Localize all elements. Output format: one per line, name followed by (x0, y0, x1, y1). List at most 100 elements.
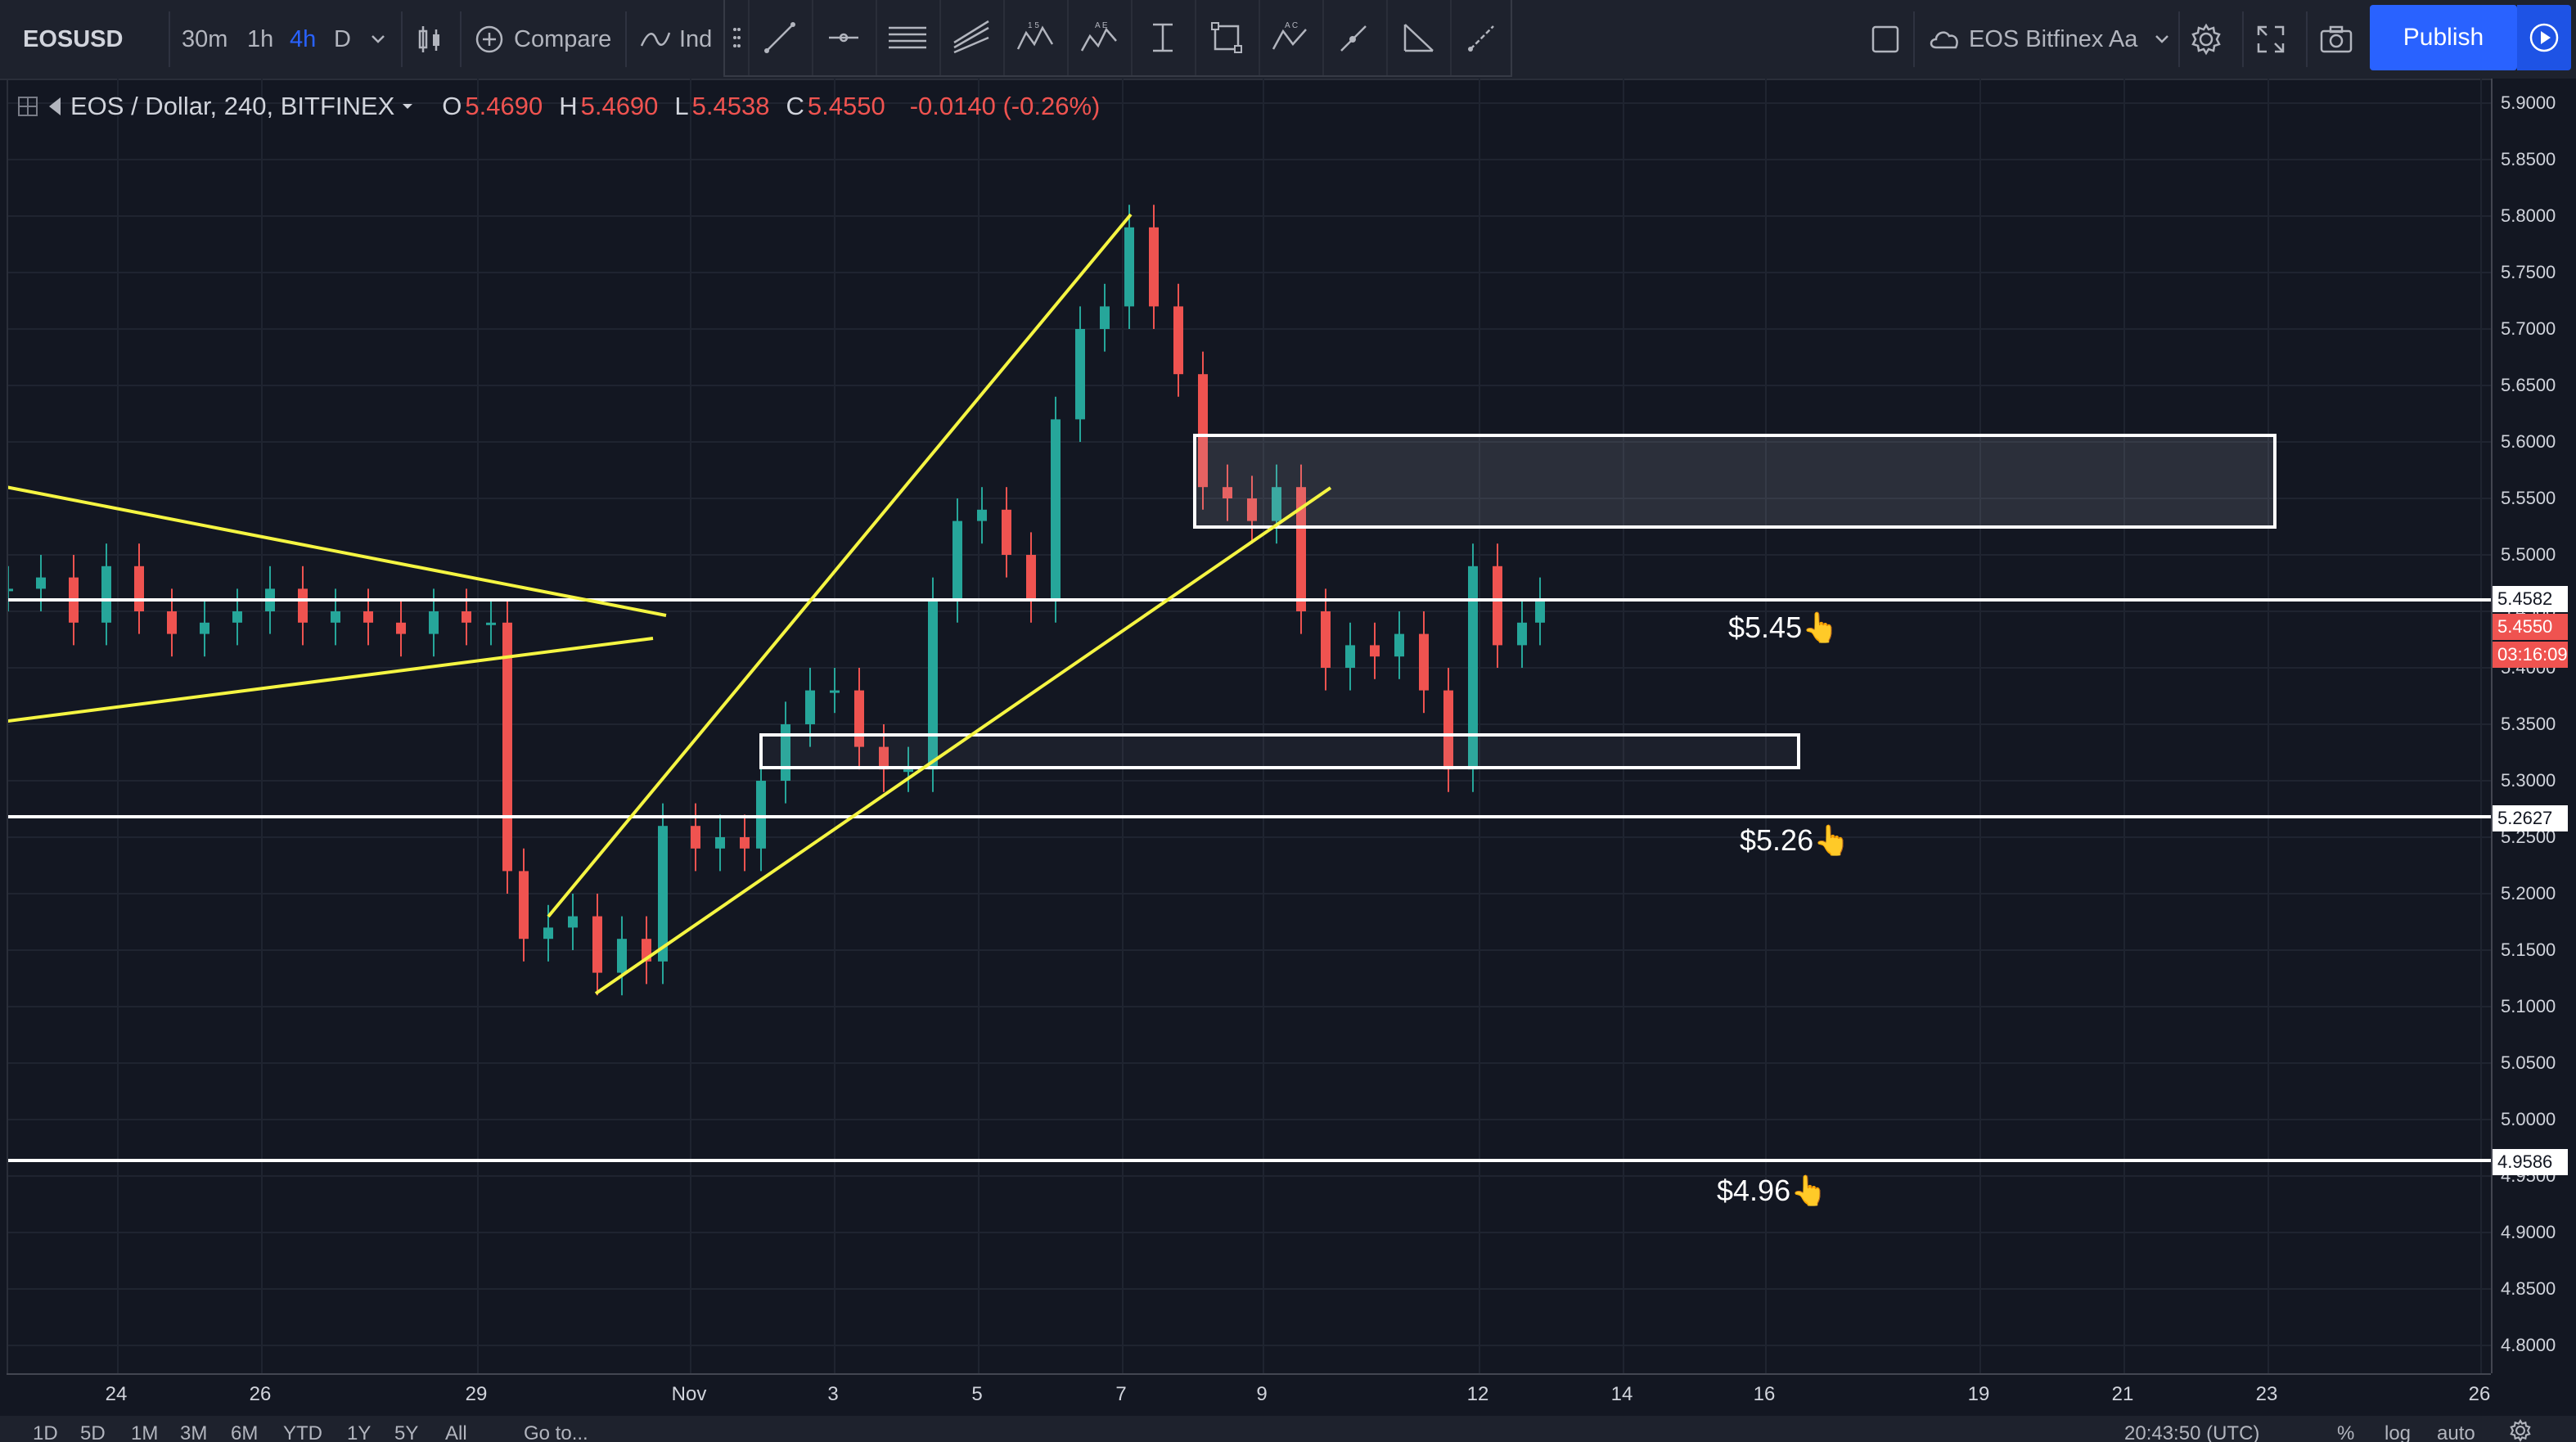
candle-body (1321, 611, 1331, 668)
parallel-channel-tool-icon[interactable] (876, 0, 941, 75)
abcd-pattern-tool-icon[interactable]: A C (1259, 0, 1324, 75)
support-zone-box[interactable] (759, 733, 1800, 769)
candle-body (1100, 306, 1110, 329)
candle-body (1051, 419, 1061, 601)
candle-body (952, 520, 962, 601)
time-axis-label: 26 (249, 1383, 272, 1405)
price-axis-label: 5.7500 (2501, 262, 2556, 282)
candle-body (1493, 566, 1502, 646)
play-icon (2528, 21, 2560, 54)
drag-handle-icon[interactable] (725, 0, 750, 75)
xabcd-pattern-tool-icon[interactable]: 1 5 (1003, 0, 1069, 75)
triangle-lower-trendline[interactable] (8, 637, 654, 723)
range-button-1y[interactable]: 1Y (347, 1422, 372, 1442)
range-button-1d[interactable]: 1D (33, 1422, 58, 1442)
open-key: O (442, 92, 462, 120)
candle-body (830, 690, 840, 693)
triangle-upper-trendline[interactable] (8, 485, 667, 617)
goto-button[interactable]: Go to... (524, 1422, 588, 1442)
chevron-down-icon[interactable] (370, 0, 386, 79)
indicators-label: Ind (679, 25, 713, 52)
gear-icon[interactable] (2509, 1419, 2532, 1442)
annotation-526[interactable]: $5.26👆 (1740, 823, 1850, 857)
candle-body (1149, 227, 1159, 307)
timeframe-d[interactable]: D (334, 25, 351, 52)
low-key: L (674, 92, 689, 120)
chevron-down-icon (2154, 34, 2170, 45)
arrow-tool-icon[interactable] (1322, 0, 1388, 75)
clock: 20:43:50 (UTC) (2124, 1422, 2260, 1442)
camera-icon[interactable] (2319, 0, 2353, 79)
top-toolbar: EOSUSD 30m 1h 4h D Compare Ind (0, 0, 2576, 80)
timeframe-4h[interactable]: 4h (290, 25, 317, 52)
price-chart[interactable] (8, 79, 2493, 1373)
candle-body (1026, 555, 1036, 601)
elliott-wave-tool-icon[interactable]: A E (1067, 0, 1133, 75)
gann-fan-tool-icon[interactable] (1386, 0, 1452, 75)
range-button-5d[interactable]: 5D (80, 1422, 106, 1442)
wedge-upper-trendline[interactable] (547, 213, 1133, 918)
indicators-button[interactable]: Ind (640, 0, 712, 79)
auto-toggle[interactable]: auto (2437, 1422, 2475, 1442)
layout-name: EOS Bitfinex Aa (1969, 25, 2138, 52)
chevron-down-icon[interactable] (401, 102, 414, 110)
range-button-1m[interactable]: 1M (131, 1422, 159, 1442)
range-button-all[interactable]: All (445, 1422, 467, 1442)
candle-body (1394, 633, 1404, 657)
candle-body (1223, 487, 1232, 498)
candle-body (331, 611, 340, 623)
candle-body (36, 577, 46, 589)
price-axis-label: 4.8500 (2501, 1278, 2556, 1299)
grid-lines (8, 79, 2493, 1373)
wedge-lower-trendline[interactable] (594, 486, 1332, 995)
gear-icon[interactable] (2190, 0, 2222, 79)
bookmark-icon[interactable] (46, 95, 62, 118)
play-button[interactable] (2517, 5, 2571, 70)
low-value: 5.4538 (691, 92, 770, 120)
annotation-496[interactable]: $4.96👆 (1717, 1174, 1827, 1207)
timeframe-1h[interactable]: 1h (247, 25, 274, 52)
symbol-search[interactable]: EOSUSD (23, 25, 124, 52)
divider (625, 11, 627, 67)
publish-button[interactable]: Publish (2370, 5, 2517, 70)
timeframe-30m[interactable]: 30m (182, 25, 228, 52)
range-button-ytd[interactable]: YTD (283, 1422, 322, 1442)
range-button-6m[interactable]: 6M (231, 1422, 259, 1442)
bar-style-icon[interactable] (416, 0, 444, 79)
time-axis-label: 16 (1753, 1383, 1776, 1405)
brush-tool-icon[interactable] (1450, 0, 1514, 75)
compare-button[interactable]: Compare (475, 0, 611, 79)
range-button-3m[interactable]: 3M (180, 1422, 208, 1442)
range-button-5y[interactable]: 5Y (394, 1422, 419, 1442)
pitchfork-tool-icon[interactable] (939, 0, 1005, 75)
horizontal-ray-tool-icon[interactable] (812, 0, 877, 75)
candle-body (543, 927, 553, 940)
resistance-zone-box[interactable] (1193, 434, 2277, 529)
expand-icon[interactable] (16, 95, 39, 118)
chart-pane[interactable] (7, 79, 2493, 1373)
log-toggle[interactable]: log (2385, 1422, 2412, 1442)
price-axis-label: 5.8500 (2501, 149, 2556, 169)
symbol-title[interactable]: EOS / Dollar, 240, BITFINEX (70, 92, 395, 120)
fullscreen-icon[interactable] (2255, 0, 2286, 79)
rectangle-tool-icon[interactable] (1195, 0, 1260, 75)
candle-body (691, 826, 700, 849)
compare-plus-icon (475, 25, 504, 54)
divider (401, 11, 403, 67)
candle-body (486, 622, 496, 625)
annotation-545[interactable]: $5.45👆 (1728, 611, 1839, 644)
trendline-tool-icon[interactable] (748, 0, 813, 75)
percent-toggle[interactable]: % (2337, 1422, 2355, 1442)
candle-body (363, 611, 373, 623)
time-axis[interactable] (7, 1373, 2491, 1417)
candle-body (1443, 690, 1453, 770)
layout-name-button[interactable]: EOS Bitfinex Aa (1928, 0, 2170, 79)
high-value: 5.4690 (580, 92, 659, 120)
candle-body (1124, 227, 1134, 307)
candle-countdown: 03:16:09 (2493, 642, 2568, 668)
divider (169, 11, 170, 67)
close-value: 5.4550 (807, 92, 885, 120)
square-icon[interactable] (1871, 0, 1900, 79)
price-range-tool-icon[interactable] (1131, 0, 1196, 75)
price-tag-level: 5.2627 (2493, 805, 2568, 831)
